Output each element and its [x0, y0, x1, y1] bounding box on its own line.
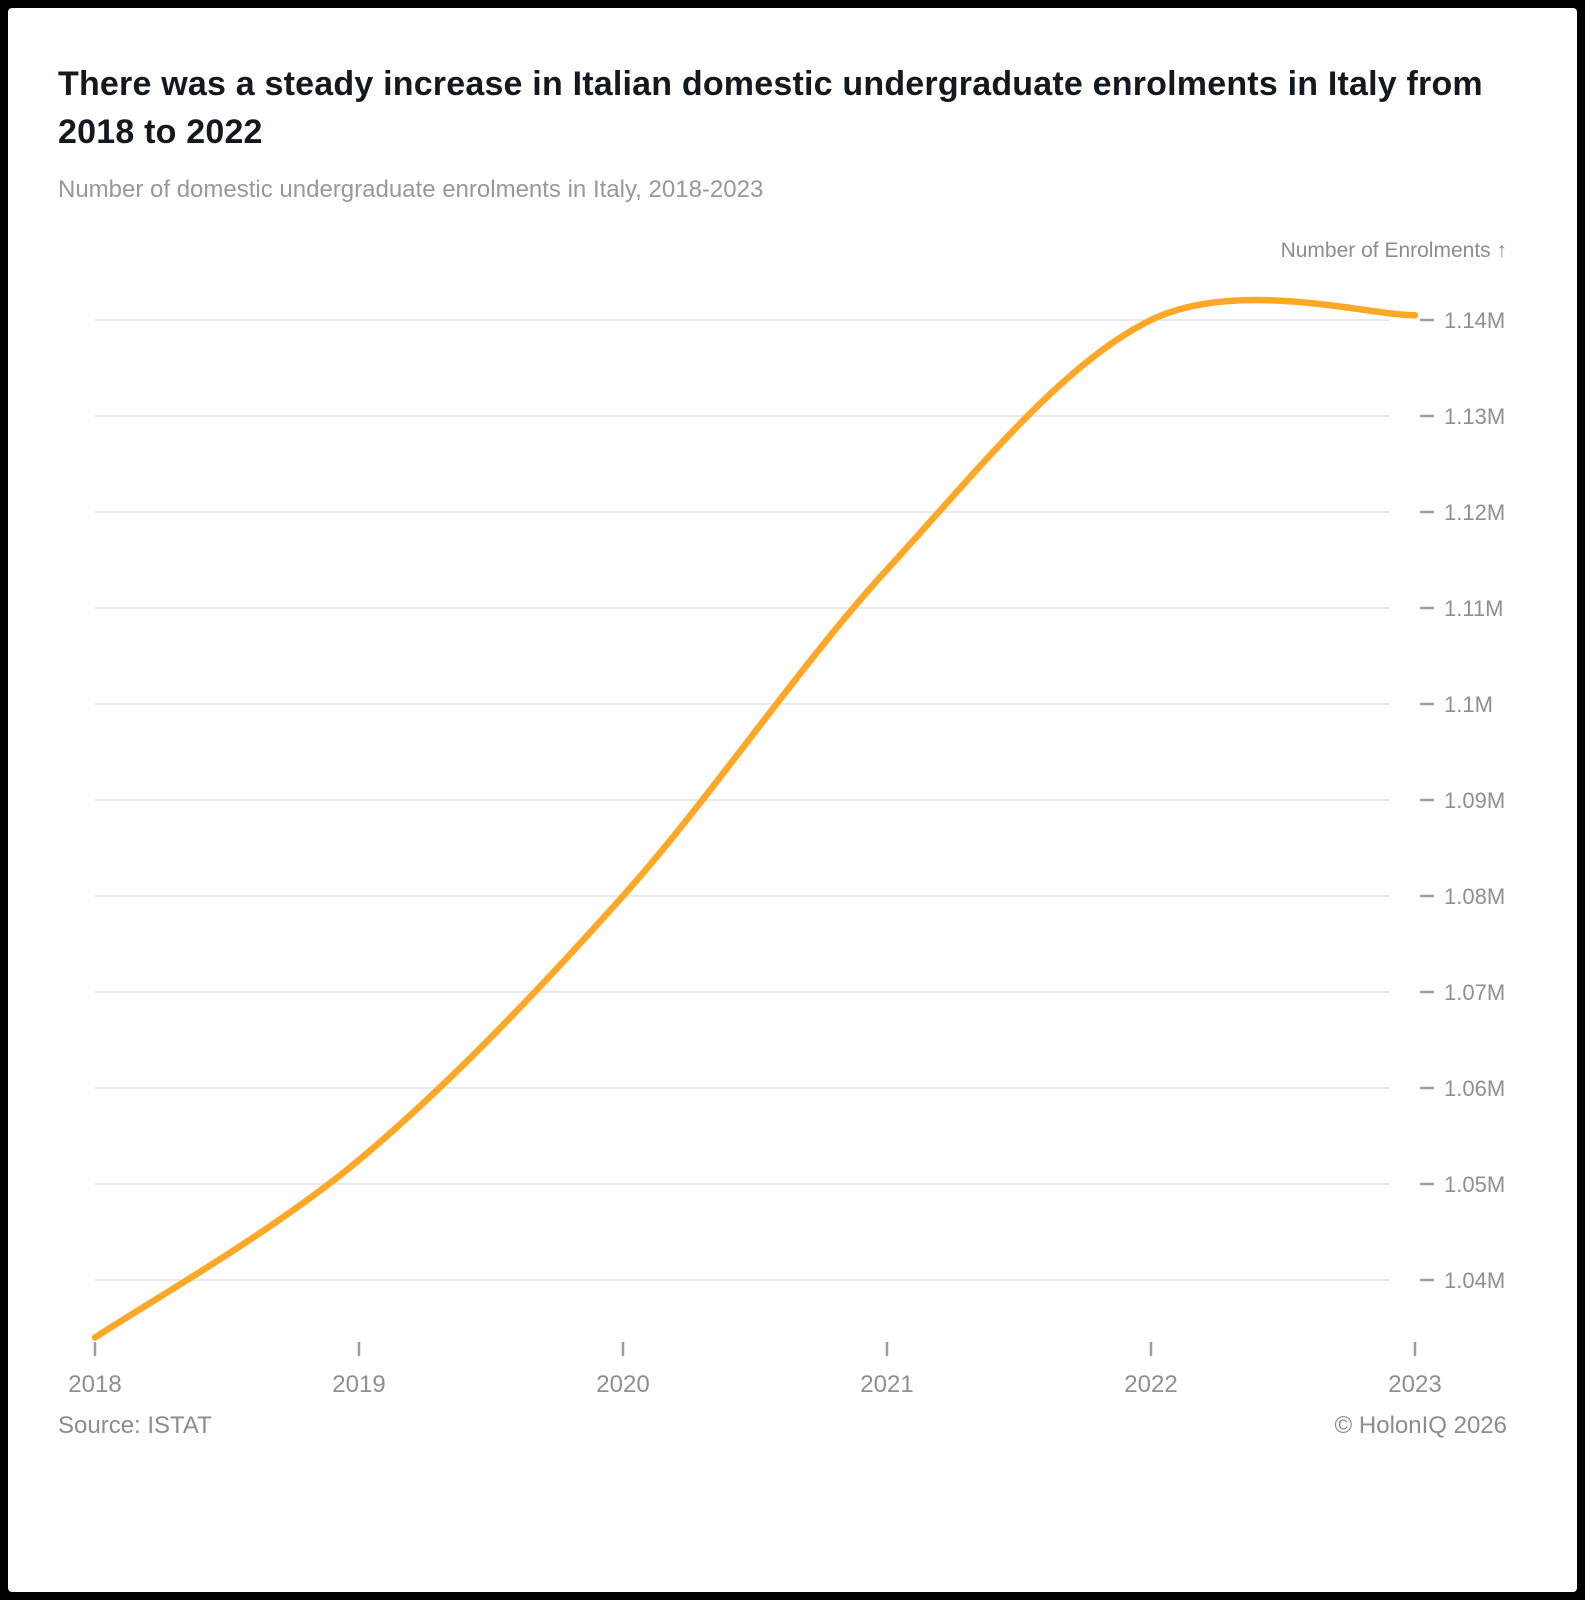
x-axis-tick-label: 2021	[860, 1371, 913, 1398]
y-axis-tick-label: 1.07M	[1444, 980, 1505, 1005]
chart-subtitle: Number of domestic undergraduate enrolme…	[58, 176, 764, 203]
source-label: Source: ISTAT	[58, 1412, 212, 1439]
chart-title: There was a steady increase in Italian d…	[58, 65, 1483, 151]
y-axis-tick-label: 1.04M	[1444, 1268, 1505, 1293]
copyright-label: © HolonIQ 2026	[1334, 1412, 1507, 1439]
x-axis-tick-label: 2023	[1388, 1371, 1441, 1398]
enrolments-line	[91, 296, 1419, 1341]
y-axis-tick-label: 1.11M	[1444, 596, 1504, 621]
x-axis-tick-label: 2019	[332, 1371, 385, 1398]
y-axis-tick-label: 1.06M	[1444, 1076, 1505, 1101]
y-axis-tick-label: 1.05M	[1444, 1172, 1505, 1197]
chart-card: There was a steady increase in Italian d…	[8, 8, 1577, 1592]
x-axis-tick-label: 2020	[596, 1371, 649, 1398]
y-axis-tick-label: 1.13M	[1444, 404, 1505, 429]
x-axis-tick-label: 2018	[68, 1371, 121, 1398]
y-axis-tick-label: 1.14M	[1444, 308, 1505, 333]
y-axis-tick-label: 1.08M	[1444, 884, 1505, 909]
y-axis-tick-label: 1.12M	[1444, 500, 1505, 525]
y-axis-tick-label: 1.1M	[1444, 692, 1493, 717]
y-axis-title: Number of Enrolments ↑	[1280, 239, 1507, 262]
chart-footer: Source: ISTAT © HolonIQ 2026	[58, 1412, 1507, 1440]
y-axis-tick-label: 1.09M	[1444, 788, 1505, 813]
x-axis-tick-label: 2022	[1124, 1371, 1177, 1398]
